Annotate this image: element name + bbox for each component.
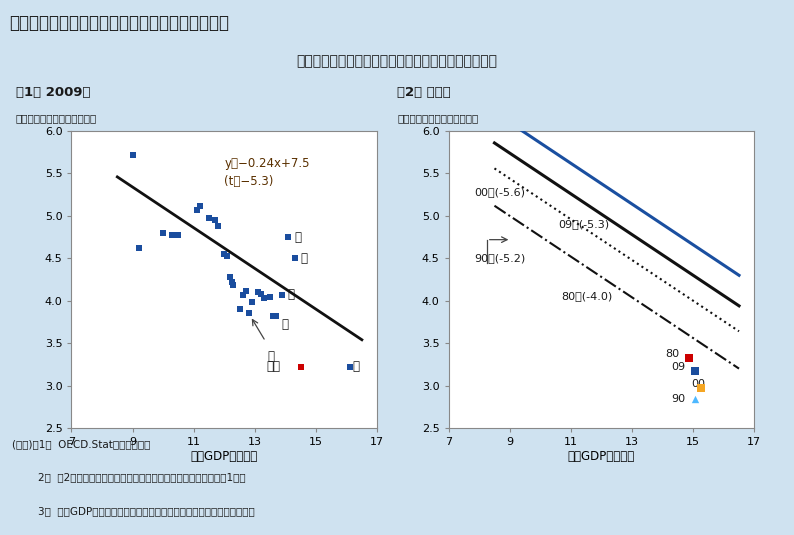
Text: 米: 米 bbox=[353, 361, 360, 373]
Point bbox=[237, 291, 249, 299]
Point bbox=[295, 363, 307, 371]
Point bbox=[218, 250, 230, 258]
Text: 3．  実質GDPはドルベース、貿易開放度は自国通貨ベースにより計算。: 3． 実質GDPはドルベース、貿易開放度は自国通貨ベースにより計算。 bbox=[12, 506, 255, 516]
Point bbox=[682, 354, 695, 363]
Text: 00　(-5.6): 00 (-5.6) bbox=[475, 187, 526, 197]
Text: 英: 英 bbox=[288, 288, 295, 301]
Point bbox=[233, 305, 246, 314]
Text: （2） 時系列: （2） 時系列 bbox=[397, 86, 451, 99]
Point bbox=[227, 281, 240, 290]
Point bbox=[282, 233, 295, 241]
Point bbox=[221, 251, 233, 260]
Text: 日本: 日本 bbox=[267, 361, 281, 373]
Point bbox=[276, 291, 289, 299]
X-axis label: 実質GDP（対数）: 実質GDP（対数） bbox=[191, 450, 258, 463]
Point bbox=[242, 309, 255, 318]
Point bbox=[209, 216, 222, 224]
Point bbox=[255, 289, 268, 298]
Text: 2．  （2）のグラフ中の点は、日本の位置。（　）内の数値はで1値。: 2． （2）のグラフ中の点は、日本の位置。（ ）内の数値はで1値。 bbox=[12, 472, 245, 483]
Text: 加: 加 bbox=[267, 350, 274, 363]
Point bbox=[239, 286, 252, 295]
Text: 00: 00 bbox=[691, 379, 705, 389]
Text: 90: 90 bbox=[672, 394, 685, 404]
Point bbox=[172, 231, 185, 240]
Point bbox=[225, 278, 238, 286]
Text: 経済規模が大きいほど、貿易開放度は小さくなる傾向: 経済規模が大きいほど、貿易開放度は小さくなる傾向 bbox=[296, 54, 498, 68]
Point bbox=[224, 273, 237, 281]
Text: 90　(-5.2): 90 (-5.2) bbox=[475, 254, 526, 263]
Point bbox=[245, 298, 258, 307]
Text: y＝−0.24x+7.5
(t＝−5.3): y＝−0.24x+7.5 (t＝−5.3) bbox=[224, 157, 310, 188]
Point bbox=[695, 384, 707, 392]
Text: （1） 2009年: （1） 2009年 bbox=[16, 86, 91, 99]
Point bbox=[212, 222, 225, 231]
Point bbox=[288, 254, 301, 263]
Point bbox=[267, 312, 279, 320]
Text: 80　(-4.0): 80 (-4.0) bbox=[561, 291, 613, 301]
X-axis label: 実質GDP（対数）: 実質GDP（対数） bbox=[568, 450, 635, 463]
Text: 09: 09 bbox=[672, 362, 685, 372]
Point bbox=[157, 228, 170, 237]
Point bbox=[126, 150, 139, 159]
Point bbox=[133, 244, 145, 253]
Point bbox=[343, 363, 356, 371]
Text: 09　(-5.3): 09 (-5.3) bbox=[559, 219, 610, 230]
Text: 貿易開放度（％表示の対数）: 貿易開放度（％表示の対数） bbox=[397, 113, 478, 123]
Point bbox=[191, 205, 203, 214]
Point bbox=[270, 312, 283, 320]
Text: 韓: 韓 bbox=[294, 231, 301, 243]
Point bbox=[258, 294, 271, 302]
Point bbox=[688, 367, 701, 376]
Point bbox=[264, 292, 276, 301]
Point bbox=[194, 202, 206, 210]
Point bbox=[688, 395, 701, 403]
Point bbox=[252, 288, 264, 296]
Text: 第２－１－１０図　経済規模と貿易開放度の関係: 第２－１－１０図 経済規模と貿易開放度の関係 bbox=[10, 14, 229, 32]
Text: (備考)　1．  OECD.Statにより作成。: (備考) 1． OECD.Statにより作成。 bbox=[12, 439, 150, 449]
Text: 80: 80 bbox=[665, 349, 680, 359]
Point bbox=[166, 231, 179, 240]
Point bbox=[202, 213, 215, 222]
Text: 貿易開放度（％表示の対数）: 貿易開放度（％表示の対数） bbox=[16, 113, 97, 123]
Text: 仏: 仏 bbox=[282, 318, 289, 331]
Text: 独: 独 bbox=[300, 252, 307, 265]
